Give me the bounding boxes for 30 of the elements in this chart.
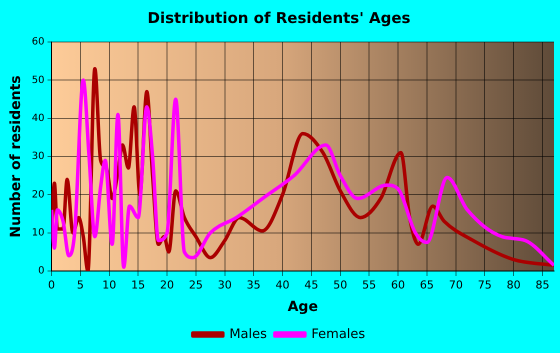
y-tick-label: 30: [32, 151, 45, 162]
x-tick-label: 70: [448, 278, 463, 292]
x-tick-label: 15: [131, 278, 146, 292]
x-tick-label: 0: [48, 278, 56, 292]
y-tick-label: 10: [32, 227, 45, 238]
x-tick-label: 40: [276, 278, 290, 292]
x-tick-label: 60: [391, 278, 406, 292]
x-tick-label: 65: [420, 278, 434, 292]
y-axis-title: Number of residents: [8, 75, 24, 238]
x-tick-label: 55: [362, 278, 376, 292]
x-tick-label: 10: [102, 278, 116, 292]
y-tick-label: 60: [32, 36, 45, 48]
y-tick-label: 0: [38, 266, 45, 277]
x-tick-label: 20: [160, 278, 174, 292]
chart-title: Distribution of Residents' Ages: [148, 8, 411, 27]
x-tick-label: 75: [478, 278, 492, 292]
x-tick-label: 80: [506, 278, 521, 292]
x-axis-title: Age: [288, 299, 318, 316]
y-tick-label: 20: [32, 189, 45, 200]
x-tick-label: 35: [246, 278, 261, 292]
legend-label: Males: [229, 326, 268, 342]
x-tick-label: 85: [535, 278, 550, 292]
y-tick-label: 50: [32, 74, 45, 86]
y-tick-label: 40: [32, 112, 45, 124]
x-tick-label: 45: [304, 278, 318, 292]
x-tick-label: 5: [76, 278, 84, 292]
x-tick-label: 30: [218, 278, 232, 292]
x-tick-label: 25: [188, 278, 203, 292]
x-tick-label: 50: [333, 278, 348, 292]
legend-label: Females: [311, 326, 366, 342]
